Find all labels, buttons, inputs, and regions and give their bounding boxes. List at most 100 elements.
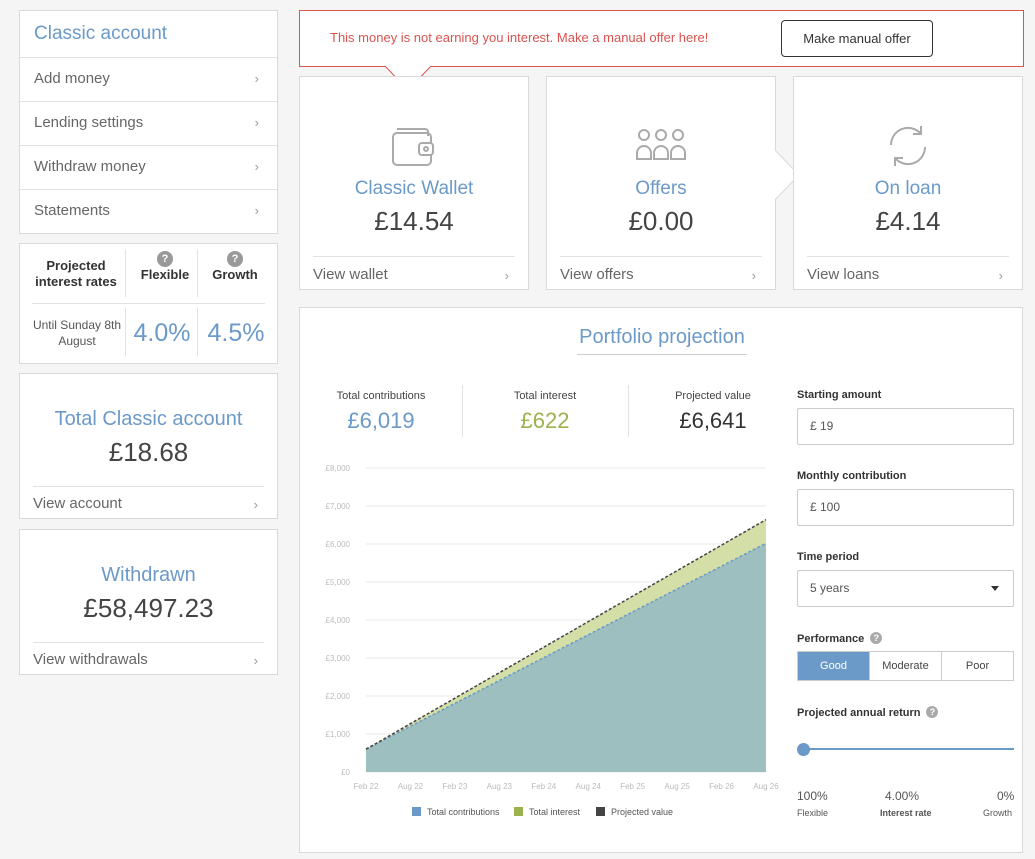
- return-slider-handle[interactable]: [797, 743, 810, 756]
- time-period-value: 5 years: [810, 581, 850, 595]
- view-wallet-link[interactable]: View wallet ›: [313, 266, 515, 283]
- legend-label: Total interest: [529, 807, 581, 817]
- y-tick-label: £8,000: [326, 464, 351, 473]
- help-icon[interactable]: ?: [926, 706, 939, 718]
- monthly-contribution-label: Monthly contribution: [797, 470, 907, 482]
- performance-label-text: Performance: [797, 633, 865, 645]
- on-loan-card[interactable]: On loan £4.14 View loans ›: [793, 76, 1023, 290]
- performance-good-button[interactable]: Good: [798, 652, 870, 680]
- slider-right-label: Growth: [983, 808, 1013, 818]
- divider: [32, 303, 265, 304]
- performance-poor-button[interactable]: Poor: [965, 660, 990, 672]
- x-tick-label: Aug 23: [487, 782, 513, 791]
- stat-label: Total contributions: [336, 390, 426, 402]
- performance-toggle: Good Moderate Poor: [797, 651, 1014, 681]
- card-title: Classic Wallet: [354, 178, 474, 199]
- uninvested-alert: This money is not earning you interest. …: [299, 10, 1024, 67]
- performance-moderate-button[interactable]: Moderate: [870, 652, 942, 680]
- divider: [313, 256, 515, 257]
- menu-item-withdraw-money[interactable]: Withdraw money ›: [20, 146, 277, 190]
- annual-return-label: Projected annual return?: [797, 706, 939, 719]
- x-tick-label: Feb 25: [620, 782, 645, 791]
- view-withdrawals-link[interactable]: View withdrawals ›: [33, 651, 264, 668]
- wallet-icon: [300, 121, 528, 171]
- time-period-label: Time period: [797, 551, 860, 563]
- x-tick-label: Aug 26: [753, 782, 779, 791]
- offers-card[interactable]: Offers £0.00 View offers ›: [546, 76, 776, 290]
- chevron-right-icon: ›: [751, 268, 756, 283]
- menu-item-lending-settings[interactable]: Lending settings ›: [20, 102, 277, 146]
- flexible-label: Flexible: [140, 267, 190, 282]
- divider: [197, 249, 198, 297]
- withdrawn-title: Withdrawn: [101, 564, 196, 586]
- portfolio-projection-panel: Portfolio projection Total contributions…: [299, 307, 1023, 853]
- account-menu: Classic account Add money › Lending setti…: [19, 10, 278, 234]
- stat-value: £622: [520, 408, 570, 433]
- y-tick-label: £5,000: [326, 578, 351, 587]
- link-label: View wallet: [313, 266, 388, 283]
- y-tick-label: £6,000: [326, 540, 351, 549]
- card-value: £0.00: [628, 206, 694, 236]
- growth-header: ? Growth: [200, 249, 270, 282]
- legend-swatch: [596, 807, 605, 816]
- help-icon[interactable]: ?: [157, 251, 173, 267]
- return-slider-track[interactable]: [805, 748, 1014, 750]
- y-tick-label: £2,000: [326, 692, 351, 701]
- flexible-rate: 4.0%: [133, 319, 191, 347]
- performance-label: Performance?: [797, 632, 883, 645]
- view-offers-link[interactable]: View offers ›: [560, 266, 762, 283]
- menu-item-add-money[interactable]: Add money ›: [20, 58, 277, 102]
- view-loans-link[interactable]: View loans ›: [807, 266, 1009, 283]
- starting-amount-input[interactable]: £ 19: [797, 408, 1014, 445]
- make-manual-offer-button[interactable]: Make manual offer: [781, 20, 933, 57]
- divider: [462, 385, 463, 437]
- divider: [560, 256, 762, 257]
- stat-value: £6,019: [347, 408, 415, 433]
- slider-mid-value: 4.00%: [885, 789, 920, 803]
- withdrawn-value: £58,497.23: [83, 593, 214, 623]
- help-icon[interactable]: ?: [227, 251, 243, 267]
- x-tick-label: Feb 23: [442, 782, 467, 791]
- chevron-right-icon: ›: [254, 115, 259, 130]
- x-tick-label: Aug 25: [664, 782, 690, 791]
- total-account-card: Total Classic account £18.68 View accoun…: [19, 373, 278, 519]
- y-tick-label: £4,000: [326, 616, 351, 625]
- caret-down-icon: [991, 586, 999, 591]
- stat-label: Projected value: [675, 390, 751, 402]
- offers-icon: [547, 121, 775, 171]
- projected-value-line: [365, 518, 767, 750]
- legend-swatch: [412, 807, 421, 816]
- menu-item-label: Add money: [34, 70, 110, 87]
- card-value: £14.54: [374, 206, 454, 236]
- x-tick-label: Aug 24: [576, 782, 602, 791]
- menu-item-statements[interactable]: Statements ›: [20, 190, 277, 234]
- rates-header-label: Projected interest rates: [35, 258, 117, 289]
- stat-label: Total interest: [513, 390, 577, 402]
- chevron-right-icon: ›: [254, 71, 259, 86]
- alert-message: This money is not earning you interest. …: [330, 30, 709, 45]
- view-account-link[interactable]: View account ›: [33, 495, 264, 512]
- y-tick-label: £3,000: [326, 654, 351, 663]
- classic-wallet-card[interactable]: Classic Wallet £14.54 View wallet ›: [299, 76, 529, 290]
- stat-value: £6,641: [679, 408, 747, 433]
- divider: [33, 642, 264, 643]
- slider-mid-label: Interest rate: [880, 808, 932, 818]
- divider: [628, 385, 629, 437]
- portfolio-title: Portfolio projection: [300, 326, 1024, 355]
- help-icon[interactable]: ?: [870, 632, 883, 644]
- menu-item-label: Statements: [34, 202, 110, 219]
- x-tick-label: Feb 26: [709, 782, 734, 791]
- time-period-select[interactable]: 5 years: [797, 570, 1014, 607]
- monthly-contribution-input[interactable]: £ 100: [797, 489, 1014, 526]
- link-label: View account: [33, 495, 122, 512]
- total-interest-stat: Total interest £622: [464, 390, 626, 434]
- rate-period: Until Sunday 8th August: [32, 318, 122, 348]
- divider: [33, 486, 264, 487]
- divider: [125, 308, 126, 356]
- projection-chart: £0 £1,000 £2,000 £3,000 £4,000 £5,000 £6,000 £7…: [326, 464, 780, 817]
- slider-left-label: Flexible: [797, 808, 829, 818]
- chevron-right-icon: ›: [998, 268, 1003, 283]
- slider-left-value: 100%: [797, 789, 828, 803]
- card-value: £4.14: [875, 206, 941, 236]
- total-account-value: £18.68: [108, 437, 189, 467]
